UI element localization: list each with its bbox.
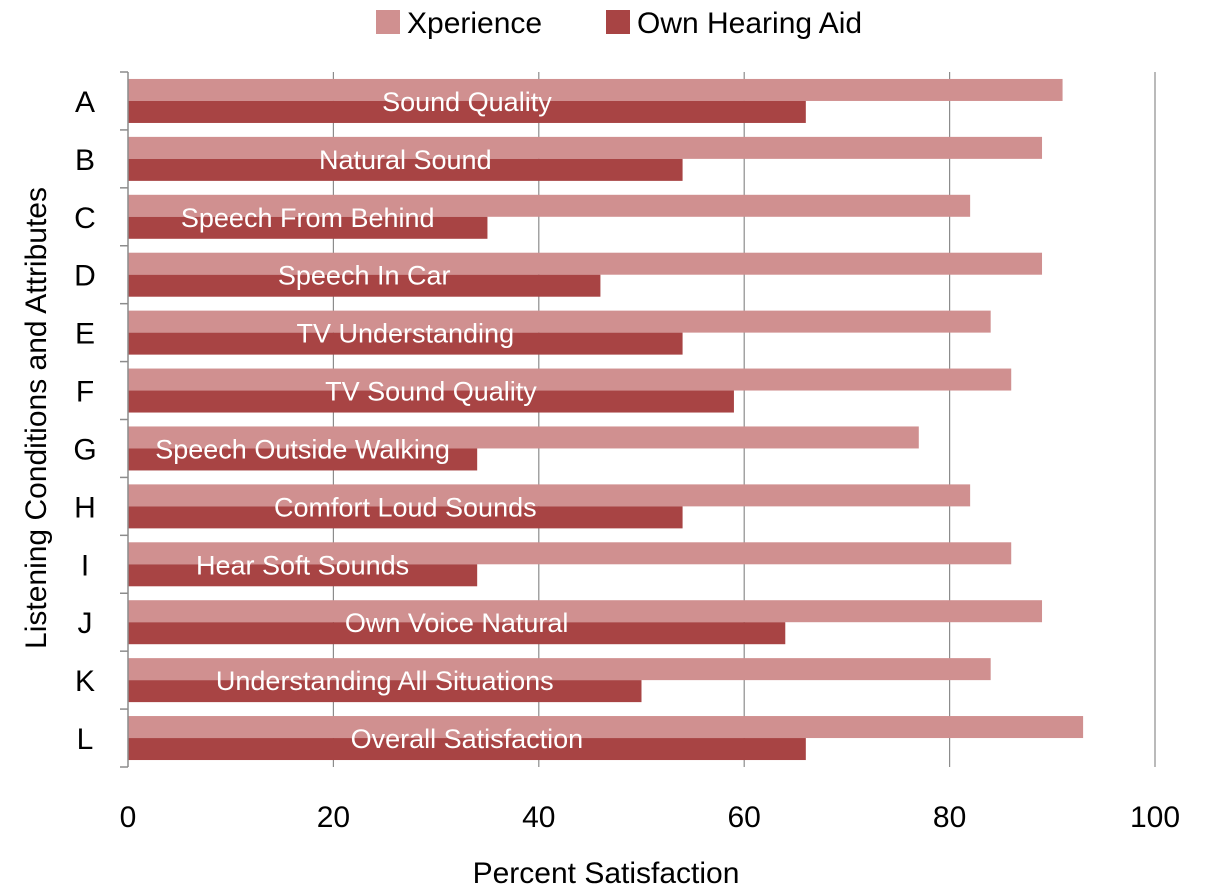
- category-label: A: [75, 86, 95, 119]
- bar-own-hearing-aid: [128, 738, 806, 761]
- x-tick-label: 80: [933, 801, 966, 834]
- x-axis-title: Percent Satisfaction: [473, 857, 740, 890]
- bar-xperience: [128, 310, 991, 333]
- bar-own-hearing-aid: [128, 680, 642, 703]
- bar-xperience: [128, 252, 1043, 275]
- bar-own-hearing-aid: [128, 332, 683, 355]
- category-label: K: [75, 665, 95, 698]
- x-tick-label: 40: [522, 801, 555, 834]
- bar-annotation-label: Speech In Car: [278, 261, 451, 291]
- bar-xperience: [128, 426, 919, 449]
- bar-labels: Sound Quality Natural Sound Speech From Be…: [155, 87, 583, 754]
- bar-annotation-label: Overall Satisfaction: [351, 724, 584, 754]
- bar-xperience: [128, 542, 1012, 565]
- bar-own-hearing-aid: [128, 100, 806, 123]
- x-tick-label: 0: [120, 801, 137, 834]
- category-label: C: [74, 202, 96, 235]
- bar-annotation-label: Natural Sound: [319, 145, 492, 175]
- bar-annotation-label: TV Understanding: [296, 319, 514, 349]
- category-label: I: [81, 549, 89, 582]
- bar-annotation-label: Speech From Behind: [181, 203, 435, 233]
- grid-lines: [332, 72, 1156, 767]
- y-axis-title: Listening Conditions and Attributes: [20, 187, 53, 649]
- bar-xperience: [128, 194, 971, 217]
- x-tick-label: 20: [317, 801, 350, 834]
- bar-annotation-label: Understanding All Situations: [216, 666, 554, 696]
- category-label: L: [77, 723, 94, 756]
- legend-label: Xperience: [407, 7, 542, 40]
- bar-xperience: [128, 136, 1043, 159]
- category-label: F: [76, 376, 94, 409]
- bar-own-hearing-aid: [128, 506, 683, 529]
- bar-xperience: [128, 78, 1063, 101]
- x-tick-label: 60: [728, 801, 761, 834]
- bars: [128, 78, 1084, 761]
- bar-xperience: [128, 484, 971, 507]
- legend-label: Own Hearing Aid: [637, 7, 862, 40]
- bar-own-hearing-aid: [128, 564, 478, 587]
- bar-own-hearing-aid: [128, 448, 478, 471]
- bar-own-hearing-aid: [128, 622, 786, 645]
- bar-annotation-label: Comfort Loud Sounds: [274, 492, 537, 522]
- bar-annotation-label: Sound Quality: [382, 87, 552, 117]
- legend-swatch: [606, 10, 630, 34]
- bar-xperience: [128, 600, 1043, 623]
- category-label: G: [73, 433, 96, 466]
- bar-own-hearing-aid: [128, 216, 488, 239]
- legend: Xperience Own Hearing Aid: [376, 7, 862, 40]
- category-label: D: [74, 260, 96, 293]
- category-label: J: [78, 607, 93, 640]
- bar-xperience: [128, 716, 1084, 739]
- category-label: B: [75, 144, 95, 177]
- bar-own-hearing-aid: [128, 158, 683, 181]
- bar-own-hearing-aid: [128, 274, 601, 297]
- bar-annotation-label: Speech Outside Walking: [155, 434, 450, 464]
- bar-xperience: [128, 658, 991, 681]
- x-tick-label: 100: [1130, 801, 1180, 834]
- bar-annotation-label: Own Voice Natural: [345, 608, 569, 638]
- legend-swatch: [376, 10, 400, 34]
- bar-xperience: [128, 368, 1012, 391]
- category-label: H: [74, 491, 96, 524]
- bar-annotation-label: TV Sound Quality: [325, 377, 537, 407]
- bar-own-hearing-aid: [128, 390, 734, 413]
- category-label: E: [75, 318, 95, 351]
- bar-annotation-label: Hear Soft Sounds: [196, 550, 409, 580]
